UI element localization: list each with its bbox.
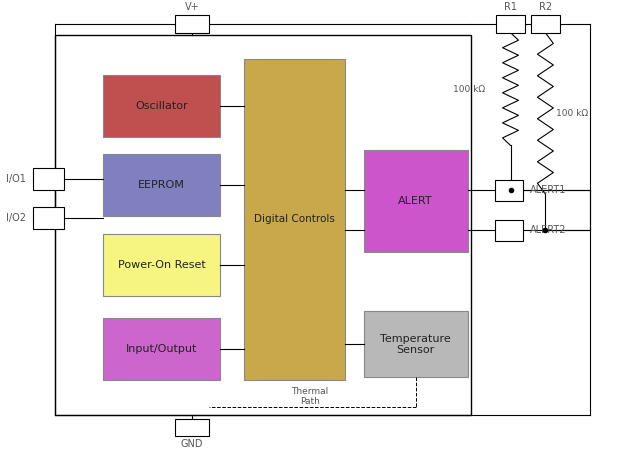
Bar [33, 207, 64, 230]
Bar [103, 154, 220, 216]
Text: I/O2: I/O2 [6, 213, 26, 223]
Text: Digital Controls: Digital Controls [254, 215, 335, 225]
Text: Temperature
Sensor: Temperature Sensor [380, 334, 451, 355]
Bar [496, 15, 525, 32]
Text: ALERT2: ALERT2 [530, 226, 566, 235]
Text: ALERT1: ALERT1 [530, 185, 566, 195]
Bar [103, 75, 220, 137]
Bar [175, 15, 209, 32]
Text: Input/Output: Input/Output [126, 344, 197, 354]
Text: R2: R2 [539, 2, 552, 12]
Text: Oscillator: Oscillator [136, 101, 188, 110]
Bar [495, 180, 522, 201]
Bar [33, 167, 64, 189]
Text: 100 kΩ: 100 kΩ [452, 84, 485, 93]
Text: 100 kΩ: 100 kΩ [556, 109, 589, 118]
Text: Thermal
Path: Thermal Path [292, 387, 329, 406]
Text: V+: V+ [185, 2, 199, 12]
Bar [103, 234, 220, 296]
Text: EEPROM: EEPROM [138, 180, 185, 190]
Text: ALERT: ALERT [398, 196, 433, 206]
Bar [363, 150, 468, 252]
Bar [495, 220, 522, 241]
Text: I/O1: I/O1 [6, 174, 26, 184]
Bar [54, 35, 470, 415]
Bar [530, 15, 560, 32]
Text: R1: R1 [504, 2, 517, 12]
Bar [363, 311, 468, 377]
Text: GND: GND [181, 439, 204, 449]
Text: Power-On Reset: Power-On Reset [118, 260, 206, 270]
Bar [103, 318, 220, 380]
Bar [175, 419, 209, 436]
Bar [245, 59, 345, 380]
